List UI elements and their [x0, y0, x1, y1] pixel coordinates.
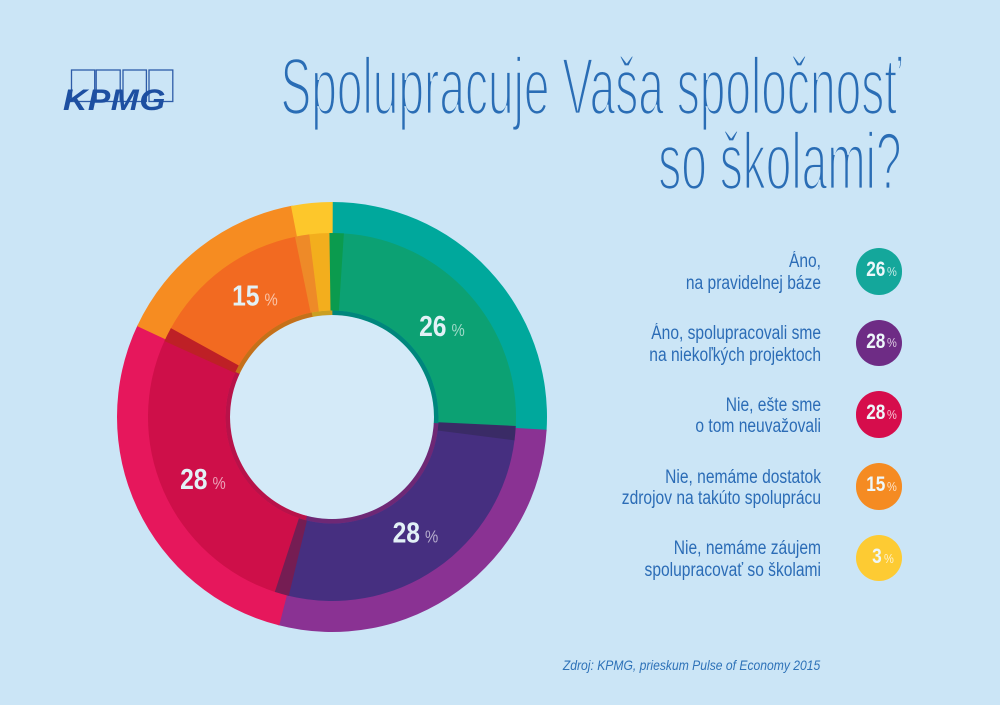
svg-text:26: 26 [419, 310, 446, 342]
svg-text:15: 15 [232, 280, 259, 312]
svg-text:%: % [213, 474, 226, 493]
svg-text:28: 28 [180, 463, 207, 495]
svg-text:%: % [452, 321, 465, 340]
svg-text:KPMG: KPMG [63, 83, 166, 117]
svg-text:%: % [425, 527, 438, 546]
svg-text:28: 28 [393, 517, 420, 549]
svg-text:%: % [265, 290, 278, 309]
